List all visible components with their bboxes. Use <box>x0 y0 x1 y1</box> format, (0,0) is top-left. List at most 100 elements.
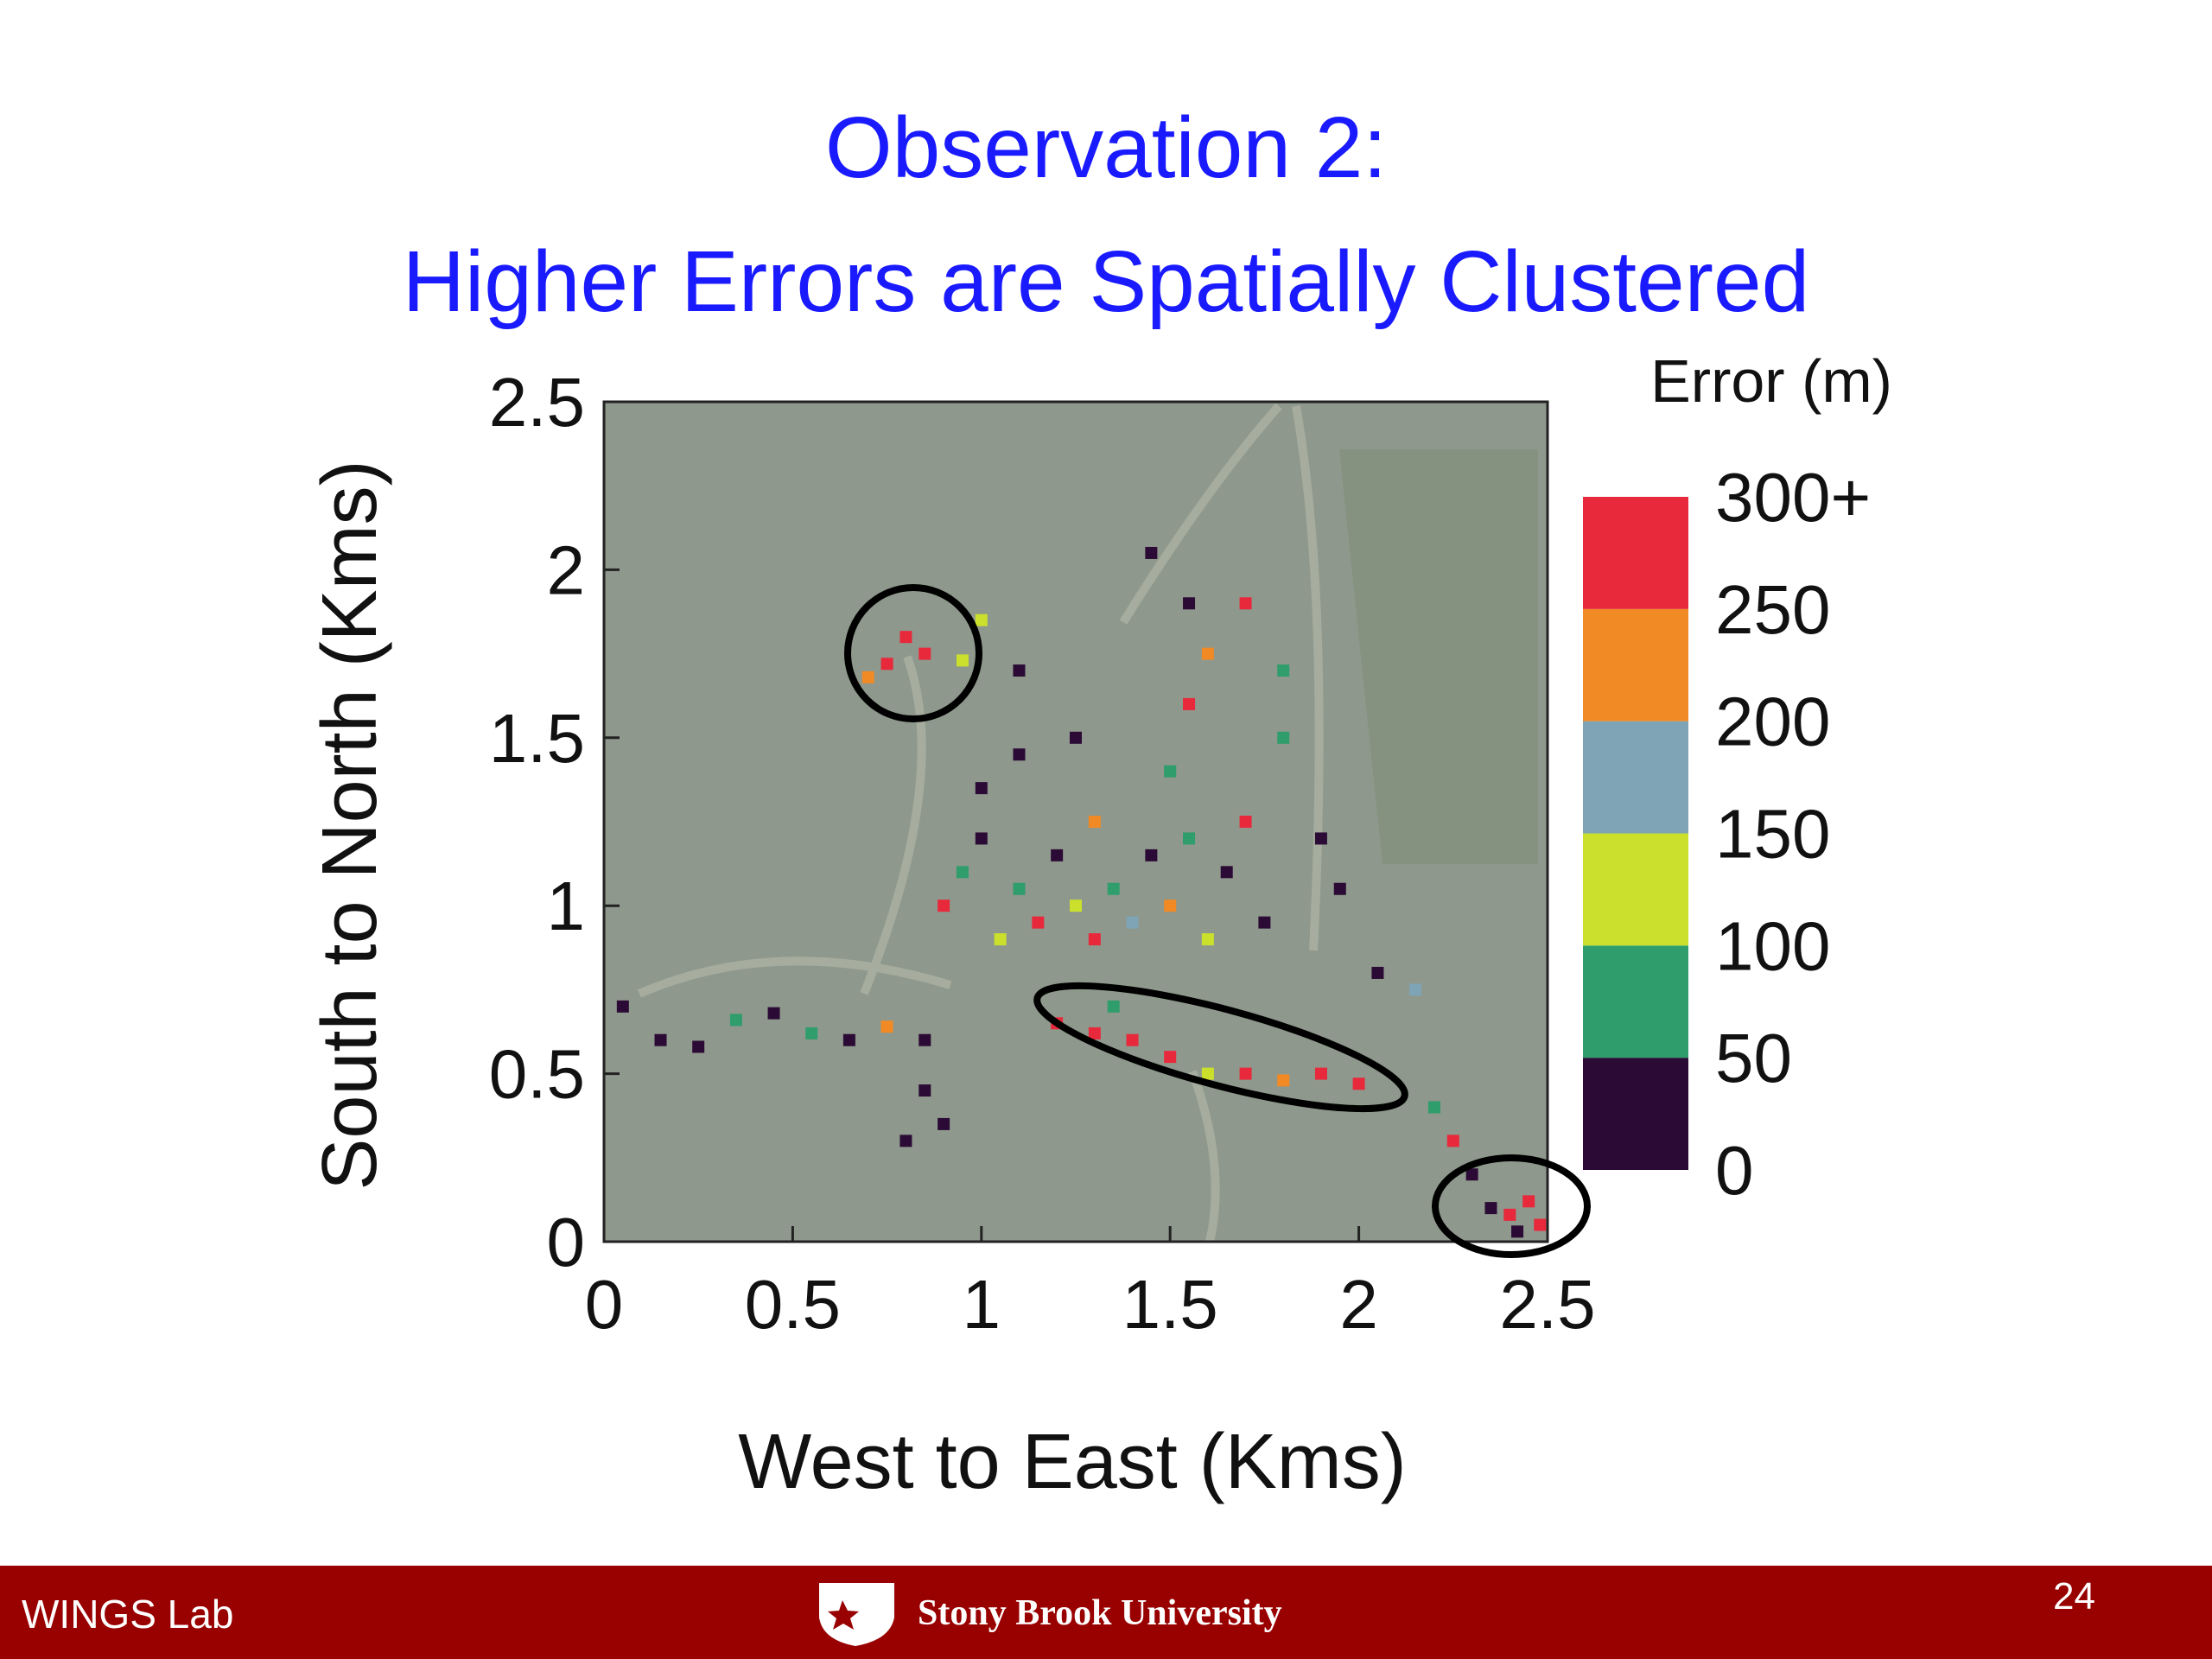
y-tick-label: 0.5 <box>489 1036 585 1113</box>
error-cell <box>1088 933 1101 946</box>
colorbar-segment <box>1583 945 1688 1058</box>
error-cell <box>1070 731 1082 744</box>
error-cell <box>1258 916 1271 929</box>
error-cell <box>1522 1195 1535 1208</box>
error-cell <box>1070 899 1082 912</box>
error-cell <box>729 1014 742 1027</box>
error-cell <box>994 933 1007 946</box>
colorbar-tick-label: 250 <box>1715 571 1830 648</box>
x-axis-label: West to East (Kms) <box>738 1419 1406 1505</box>
y-tick-label: 2 <box>547 531 586 608</box>
error-cell <box>1107 1000 1120 1013</box>
error-cell <box>1409 983 1422 996</box>
error-cell <box>1051 849 1064 861</box>
colorbar-segment <box>1583 721 1688 834</box>
error-cell <box>1164 899 1177 912</box>
x-tick-label: 1.5 <box>1122 1266 1218 1343</box>
error-cell <box>1013 664 1026 677</box>
error-cell <box>1239 1067 1252 1080</box>
error-cell <box>1201 1067 1214 1080</box>
title-line-1: Observation 2: <box>825 99 1387 196</box>
error-cell <box>1107 882 1120 895</box>
error-cell <box>1220 866 1233 879</box>
error-cell <box>861 671 874 683</box>
error-cell <box>1333 882 1346 895</box>
error-cell <box>1511 1225 1524 1238</box>
error-cell <box>1427 1101 1440 1114</box>
error-cell <box>1277 1074 1290 1087</box>
error-cell <box>956 654 969 667</box>
colorbar-segment <box>1583 1058 1688 1170</box>
colorbar-tick-label: 300+ <box>1715 459 1871 536</box>
page-number: 24 <box>2053 1575 2095 1618</box>
error-cell <box>1371 966 1384 979</box>
colorbar-title: Error (m) <box>1650 347 1892 415</box>
error-cell <box>1088 1027 1101 1039</box>
error-cell <box>975 832 988 845</box>
error-cell <box>956 866 969 879</box>
y-tick-label: 1 <box>547 868 586 944</box>
error-cell <box>767 1007 780 1020</box>
colorbar-tick-label: 150 <box>1715 796 1830 873</box>
error-cell <box>899 1135 912 1147</box>
y-axis-label: South to North (Kms) <box>307 460 393 1190</box>
error-cell <box>1145 546 1158 559</box>
error-cell <box>880 1020 893 1033</box>
plot-frame <box>602 400 1549 1243</box>
y-tick-label: 1.5 <box>489 700 585 777</box>
error-cell <box>938 899 950 912</box>
error-cell <box>1126 1033 1139 1046</box>
error-cell <box>1201 647 1214 660</box>
logo-star <box>828 1600 859 1630</box>
colorbar-tick-label: 100 <box>1715 907 1830 984</box>
error-cell <box>1465 1168 1478 1181</box>
error-cell <box>1183 597 1196 610</box>
title-line-2: Higher Errors are Spatially Clustered <box>403 233 1809 330</box>
x-tick-label: 2 <box>1339 1266 1378 1343</box>
footer-bar <box>0 1566 2212 1659</box>
error-cell <box>918 1084 931 1097</box>
annotation-circle <box>1432 1154 1591 1258</box>
colorbar-segment <box>1583 833 1688 946</box>
annotation-ellipse <box>1033 982 1408 1113</box>
x-tick-label: 0 <box>585 1266 624 1343</box>
x-tick-label: 0.5 <box>745 1266 841 1343</box>
error-cell <box>975 613 988 626</box>
error-cell <box>1088 816 1101 828</box>
error-cell <box>616 1000 629 1013</box>
error-cell <box>880 658 893 671</box>
error-cell <box>1032 916 1045 929</box>
error-cell <box>1201 933 1214 946</box>
x-tick-label: 1 <box>963 1266 1001 1343</box>
error-cell <box>1314 1067 1327 1080</box>
error-cell <box>1013 882 1026 895</box>
colorbar-segment <box>1583 608 1688 721</box>
y-tick-label: 0 <box>547 1204 586 1281</box>
error-cell <box>1239 597 1252 610</box>
error-cell <box>975 782 988 795</box>
error-cell <box>1183 697 1196 710</box>
error-cell <box>1534 1218 1547 1231</box>
annotation-circle <box>844 584 982 722</box>
footer-left: WINGS Lab <box>22 1592 233 1637</box>
logo-text: Stony Brook University <box>918 1593 1282 1633</box>
error-cell <box>654 1033 667 1046</box>
error-cell <box>1183 832 1196 845</box>
map-roads <box>637 403 1324 1243</box>
x-tick-label: 2.5 <box>1499 1266 1595 1343</box>
error-cell <box>1446 1135 1459 1147</box>
error-cell <box>1484 1202 1497 1215</box>
colorbar-tick-label: 200 <box>1715 683 1830 760</box>
error-cell <box>918 647 931 660</box>
logo: Stony Brook University <box>819 1583 1282 1646</box>
error-cell <box>1164 765 1177 778</box>
error-cell <box>918 1033 931 1046</box>
colorbar-tick-label: 0 <box>1715 1132 1754 1209</box>
error-cell <box>1164 1051 1177 1064</box>
y-tick-label: 2.5 <box>489 364 585 441</box>
error-cell <box>1013 748 1026 761</box>
map-golf-course <box>1339 449 1538 864</box>
error-cell <box>1277 731 1290 744</box>
error-cell <box>1277 664 1290 677</box>
